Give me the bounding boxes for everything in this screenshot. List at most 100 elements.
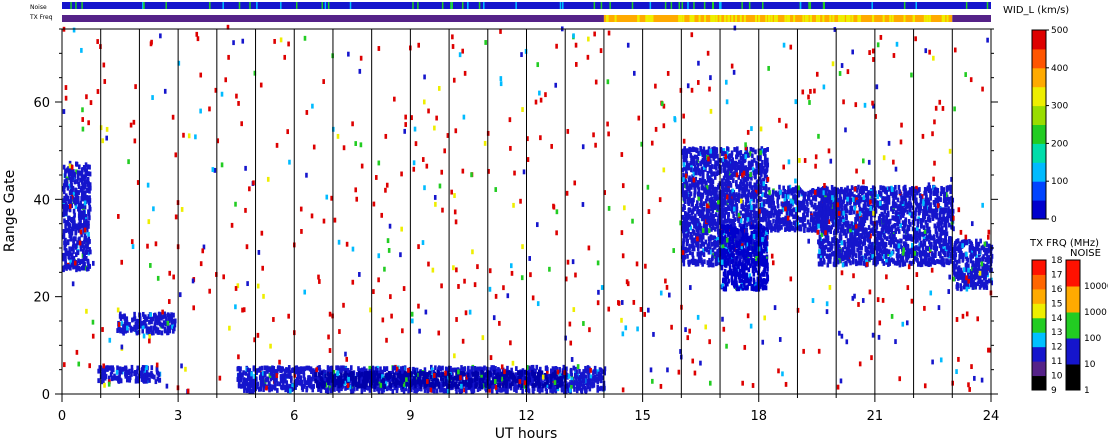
- echo-cell: [79, 177, 82, 183]
- echo-cell: [156, 327, 160, 333]
- echo-cell: [728, 196, 732, 202]
- echo-cell: [107, 375, 111, 381]
- echo-cell: [418, 372, 422, 378]
- txfreq-tick: [787, 15, 790, 22]
- noise-strip-tick: [822, 2, 825, 9]
- echo-cell: [352, 381, 355, 387]
- echo-cell: [143, 367, 147, 373]
- echo-cell: [261, 371, 265, 376]
- echo-cell: [122, 324, 125, 329]
- echo-cell: [64, 238, 67, 243]
- echo-cell: [444, 381, 448, 387]
- echo-cell: [726, 181, 730, 187]
- echo-cell: [702, 248, 705, 254]
- echo-cell: [456, 384, 459, 389]
- echo-cell: [79, 224, 82, 230]
- echo-cell: [67, 226, 71, 232]
- echo-cell: [766, 227, 769, 233]
- echo-cell: [81, 249, 85, 254]
- echo-cell: [732, 243, 736, 249]
- echo-cell: [72, 256, 76, 261]
- echo-cell: [282, 378, 286, 384]
- echo-cell: [474, 383, 477, 389]
- echo-cell: [359, 375, 363, 381]
- echo-cell: [580, 388, 584, 394]
- echo-cell: [689, 177, 693, 183]
- echo-cell: [732, 213, 735, 219]
- echo-cell: [135, 373, 138, 379]
- echo-cell: [318, 381, 322, 387]
- echo-cell: [484, 387, 488, 393]
- echo-cell: [324, 370, 327, 375]
- echo-cell: [556, 378, 559, 384]
- echo-cell: [734, 203, 738, 208]
- echo-cell: [759, 184, 762, 190]
- echo-cell: [118, 366, 121, 372]
- echo-cell: [135, 330, 139, 336]
- echo-cell: [290, 387, 294, 392]
- echo-cell: [267, 367, 271, 373]
- echo-cell: [723, 157, 727, 163]
- echo-cell: [84, 170, 87, 176]
- echo-cell: [283, 368, 287, 374]
- echo-cell: [464, 384, 468, 390]
- echo-cell: [335, 365, 338, 371]
- echo-cell: [715, 165, 718, 171]
- echo-cell: [497, 382, 500, 388]
- echo-cell: [145, 371, 149, 377]
- noise-strip-tick: [417, 2, 419, 9]
- echo-cell: [701, 232, 705, 238]
- echo-cell: [735, 249, 738, 255]
- echo-cell: [737, 218, 740, 223]
- echo-cell: [716, 249, 719, 255]
- echo-cell: [710, 177, 713, 183]
- echo-cell: [698, 151, 702, 156]
- echo-cell: [584, 375, 587, 381]
- echo-cell: [363, 386, 366, 392]
- echo-cell: [716, 218, 720, 224]
- echo-cell: [263, 371, 267, 376]
- echo-cell: [297, 380, 300, 386]
- echo-cell: [83, 179, 87, 185]
- echo-cell: [466, 372, 470, 378]
- echo-cell: [87, 223, 90, 229]
- echo-cell: [343, 380, 347, 386]
- echo-cell: [558, 367, 561, 372]
- echo-cell: [594, 374, 597, 380]
- echo-cell: [413, 370, 417, 376]
- echo-cell: [273, 380, 277, 386]
- echo-cell: [688, 183, 692, 189]
- echo-cell: [282, 380, 285, 386]
- noise-strip-tick: [871, 2, 873, 9]
- echo-cell: [685, 218, 689, 224]
- echo-cell: [544, 386, 548, 392]
- echo-cell: [274, 369, 278, 374]
- echo-cell: [713, 174, 717, 180]
- echo-cell: [69, 251, 72, 257]
- echo-cell: [362, 376, 366, 382]
- echo-cell: [145, 365, 148, 370]
- echo-cell: [764, 211, 768, 217]
- echo-cell: [730, 277, 734, 283]
- echo-cell: [750, 261, 754, 267]
- echo-cell: [716, 237, 719, 242]
- echo-cell: [578, 368, 581, 374]
- echo-cell: [735, 206, 738, 212]
- echo-cell: [72, 208, 76, 214]
- echo-cell: [338, 368, 341, 374]
- echo-cell: [501, 376, 504, 382]
- echo-cell: [741, 213, 745, 219]
- echo-cell: [716, 184, 720, 190]
- echo-cell: [527, 377, 531, 382]
- echo-cell: [400, 366, 403, 372]
- echo-cell: [753, 225, 757, 231]
- echo-cell: [260, 371, 263, 377]
- echo-cell: [395, 379, 399, 385]
- noise-strip-tick: [280, 2, 282, 9]
- echo-cell: [713, 190, 716, 196]
- echo-cell: [527, 372, 531, 378]
- echo-cell: [765, 221, 769, 227]
- echo-cell: [565, 366, 568, 372]
- echo-cell: [718, 209, 721, 215]
- echo-cell: [383, 366, 386, 372]
